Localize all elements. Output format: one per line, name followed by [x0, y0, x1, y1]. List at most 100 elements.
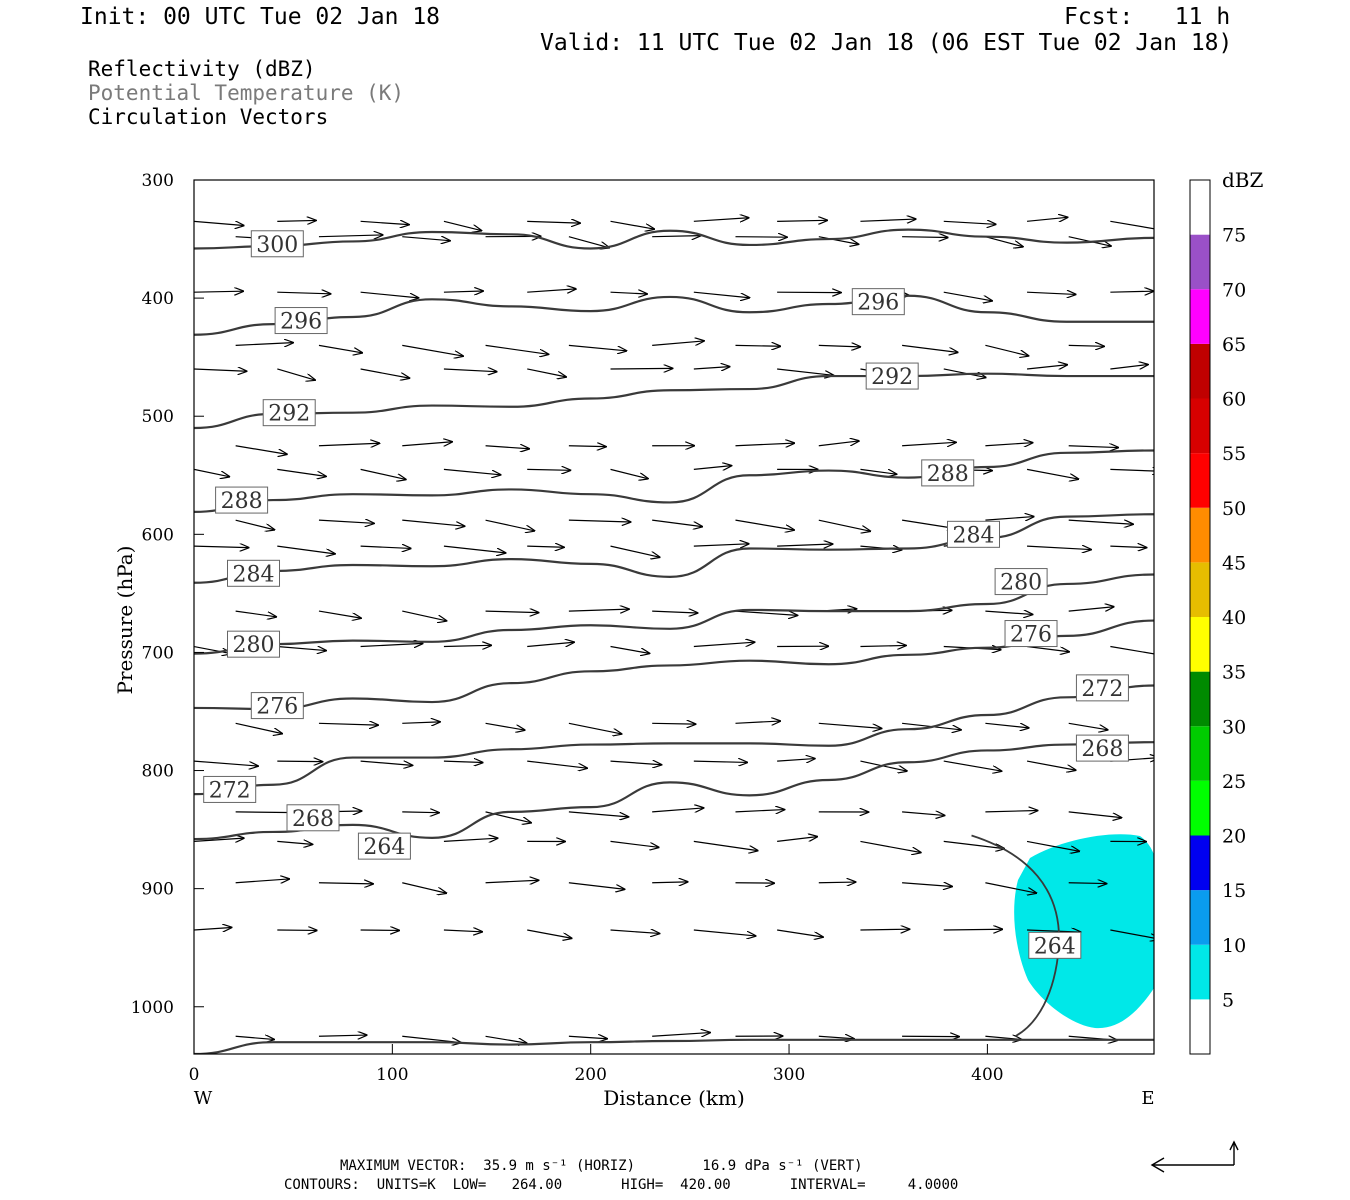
circulation-vector [693, 218, 749, 222]
contour-label-box [947, 520, 1001, 548]
circulation-vector [318, 723, 378, 725]
circulation-vector [693, 291, 749, 298]
circulation-vector [402, 812, 439, 813]
colorbar-segment [1190, 453, 1210, 508]
contour-label-box [865, 362, 919, 390]
circulation-vector [443, 220, 481, 230]
circulation-vector [693, 544, 749, 546]
circulation-vector [693, 466, 731, 470]
colorbar-label: 45 [1222, 552, 1246, 574]
circulation-vector [860, 468, 896, 474]
circulation-vector [277, 761, 322, 762]
y-tick-label: 600 [142, 525, 174, 545]
circulation-vector [402, 722, 440, 723]
contour-label: 280 [1000, 571, 1042, 596]
y-tick-label: 1000 [131, 998, 174, 1018]
contour-label: 300 [256, 233, 298, 258]
circulation-vector [485, 722, 525, 730]
contour-label-box [921, 459, 975, 487]
colorbar-segment [1190, 398, 1210, 454]
circulation-vector [1068, 607, 1114, 612]
colorbar-segment [1190, 890, 1210, 945]
contour-292 [194, 372, 1154, 430]
contour-label: 268 [1081, 737, 1123, 762]
circulation-vector [277, 545, 335, 554]
circulation-vector [860, 840, 920, 852]
init-time: Init: 00 UTC Tue 02 Jan 18 [80, 4, 441, 30]
circulation-vector [402, 610, 446, 621]
valid-time: Valid: 11 UTC Tue 02 Jan 18 (06 EST Tue … [540, 30, 1233, 56]
colorbar-label: 5 [1222, 989, 1234, 1011]
colorbar-segment [1190, 835, 1210, 891]
colorbar-label: 65 [1222, 334, 1246, 356]
colorbar-segment [1190, 289, 1210, 344]
circulation-vector [235, 519, 275, 530]
circulation-vector [693, 840, 758, 850]
circulation-vector [194, 927, 231, 929]
contour-296 [194, 294, 1154, 336]
contour-label-box [262, 399, 316, 427]
circulation-vector [985, 722, 1028, 728]
x-axis-label: Distance (km) [603, 1086, 745, 1110]
y-tick-label: 300 [142, 171, 174, 191]
circulation-vector [735, 810, 784, 812]
colorbar-label: 40 [1222, 607, 1246, 629]
contour-label-box [1004, 620, 1058, 648]
circulation-vector [235, 722, 282, 733]
y-tick-label: 800 [142, 762, 174, 782]
circulation-vector [568, 882, 624, 890]
circulation-vector [652, 341, 704, 346]
circulation-vector [194, 546, 249, 547]
circulation-vector [1068, 811, 1122, 818]
circulation-vector [777, 368, 833, 375]
y-axis: 300 400 500 600 700 800 900 1000 [131, 171, 204, 1018]
circulation-vector [318, 344, 362, 352]
circulation-vector [194, 291, 243, 292]
colorbar-unit: dBZ [1222, 168, 1264, 192]
x-tick-label: 200 [574, 1065, 606, 1085]
contour-label: 284 [953, 523, 995, 548]
circulation-vector [902, 812, 944, 816]
circulation-vector [902, 442, 956, 445]
colorbar-label: 25 [1222, 771, 1246, 793]
x-end-label-east: E [1141, 1088, 1154, 1109]
contour-label: 296 [280, 310, 322, 335]
circulation-vector [527, 368, 566, 377]
colorbar-segment [1190, 507, 1210, 563]
contour-label: 296 [857, 291, 899, 316]
circulation-vector [693, 761, 747, 762]
circulation-vector [610, 930, 660, 933]
circulation-vector [194, 468, 229, 476]
contour-288 [194, 449, 1154, 513]
circulation-vector [610, 220, 655, 229]
circulation-vector [568, 609, 629, 611]
y-tick-label: 500 [142, 407, 174, 427]
circulation-vector [610, 368, 673, 369]
max-vector-info: MAXIMUM VECTOR: 35.9 m s⁻¹ (HORIZ) 16.9 … [340, 1158, 863, 1174]
field-vectors: Circulation Vectors [88, 105, 329, 129]
colorbar-label: 60 [1222, 389, 1246, 411]
circulation-vector [943, 760, 1002, 771]
circulation-vector [652, 611, 697, 613]
circulation-vector [277, 647, 326, 651]
circulation-vector [902, 344, 958, 352]
circulation-vector [277, 468, 326, 476]
circulation-vector [402, 442, 452, 446]
circulation-vector [318, 520, 374, 523]
x-tick-label: 300 [773, 1065, 805, 1085]
contour-276 [194, 619, 1154, 711]
contour-label-box [274, 307, 328, 335]
circulation-vector [443, 761, 483, 762]
circulation-vector [818, 722, 882, 728]
circulation-vector [568, 1036, 607, 1038]
circulation-vector [360, 760, 413, 765]
circulation-vector [568, 236, 609, 248]
contour-label: 264 [1034, 934, 1076, 959]
circulation-vector [818, 1036, 854, 1038]
circulation-vector [485, 446, 529, 449]
circulation-vector [1027, 930, 1080, 932]
circulation-vector [860, 219, 915, 221]
contour-label-box [227, 630, 281, 658]
circulation-vector [1026, 365, 1067, 369]
